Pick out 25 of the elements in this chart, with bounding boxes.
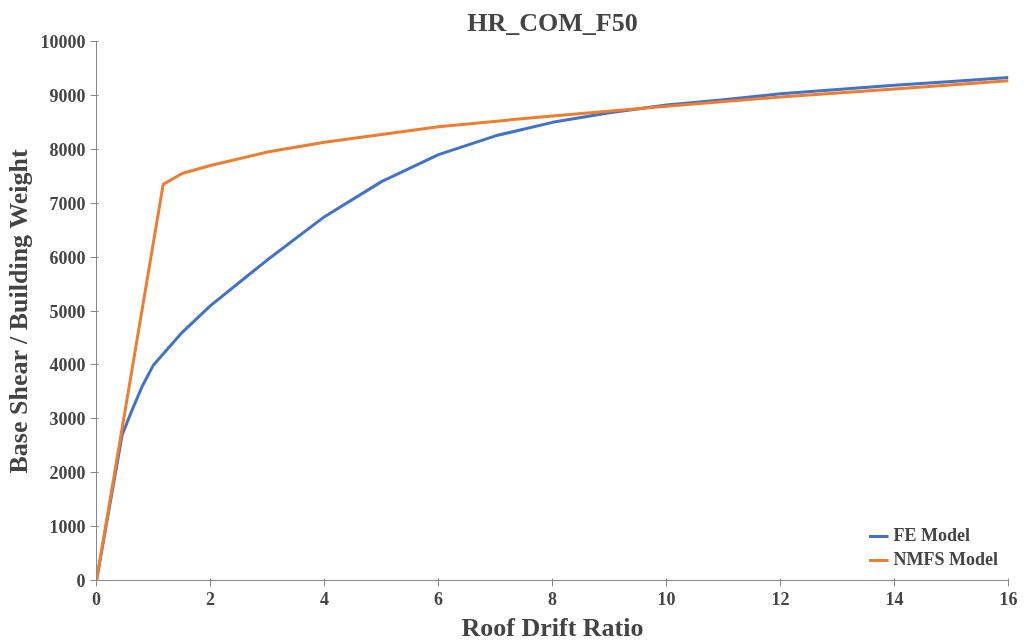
y-tick-label: 9000 [49, 85, 86, 106]
y-tick-label: 5000 [49, 301, 86, 322]
legend-label: FE Model [893, 525, 971, 546]
x-tick-label: 14 [885, 588, 904, 609]
y-tick-label: 8000 [49, 139, 86, 160]
y-tick-label: 3000 [49, 409, 86, 430]
x-tick-label: 0 [92, 588, 101, 609]
y-tick-label: 4000 [49, 355, 86, 376]
y-axis-title: Base Shear / Building Weight [3, 149, 33, 474]
x-tick-label: 12 [771, 588, 790, 609]
x-tick-label: 4 [320, 588, 329, 609]
y-tick-label: 0 [76, 571, 86, 591]
x-tick-label: 10 [657, 588, 676, 609]
x-tick-label: 6 [434, 588, 443, 609]
x-tick-label: 2 [206, 588, 215, 609]
legend-label: NMFS Model [893, 549, 998, 570]
y-tick-label: 10000 [40, 32, 86, 52]
y-tick-label: 2000 [49, 463, 86, 484]
x-tick-label: 16 [999, 588, 1018, 609]
y-tick-label: 1000 [49, 517, 86, 538]
x-tick-label: 8 [548, 588, 557, 609]
y-tick-label: 7000 [49, 193, 86, 214]
y-tick-label: 6000 [49, 247, 86, 268]
chart-title: HR_COM_F50 [467, 7, 638, 37]
x-axis-title: Roof Drift Ratio [461, 612, 644, 642]
